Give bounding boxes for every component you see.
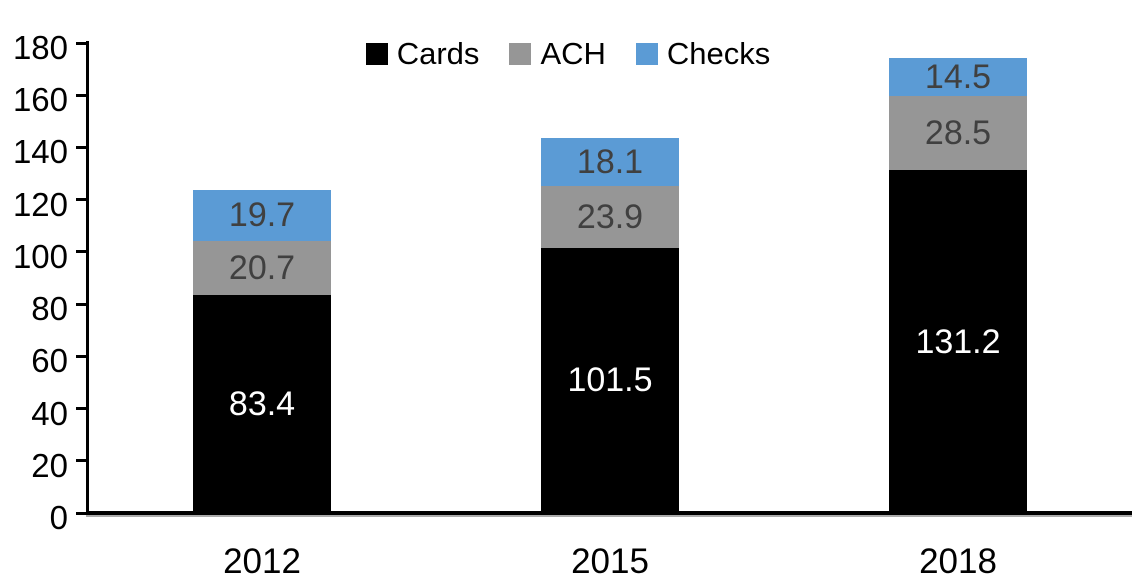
bar-value-label: 19.7 <box>228 196 296 235</box>
y-tick-label: 80 <box>31 290 68 328</box>
legend-label-checks: Checks <box>666 36 771 71</box>
bar-segment-ach-2015: 23.9 <box>541 185 679 248</box>
y-tick-label: 160 <box>12 81 68 119</box>
x-axis-shadow <box>86 515 1132 517</box>
y-tick-label: 140 <box>12 133 68 171</box>
y-tick-mark <box>76 407 88 411</box>
bar-segment-cards-2012: 83.4 <box>193 295 331 513</box>
bar-segment-cards-2018: 131.2 <box>889 170 1027 513</box>
legend-item-checks: Checks <box>635 36 771 71</box>
x-category-label: 2012 <box>223 542 301 581</box>
y-tick-label: 100 <box>12 237 68 275</box>
legend-label-ach: ACH <box>540 36 606 71</box>
x-category-label: 2015 <box>571 542 649 581</box>
bar-value-label: 18.1 <box>576 142 644 181</box>
y-tick-mark <box>76 93 88 97</box>
legend: Cards ACH Checks <box>0 38 1136 69</box>
bar-value-label: 131.2 <box>915 322 1001 361</box>
y-tick-mark <box>76 198 88 202</box>
y-tick-label: 0 <box>49 499 68 536</box>
bar-value-label: 83.4 <box>228 385 296 424</box>
x-category-label: 2018 <box>919 542 997 581</box>
legend-item-ach: ACH <box>509 36 606 71</box>
y-tick-mark <box>76 145 88 149</box>
bar-value-label: 23.9 <box>576 197 644 236</box>
y-tick-label: 20 <box>31 446 68 484</box>
legend-item-cards: Cards <box>365 36 480 71</box>
legend-swatch-cards <box>365 42 388 65</box>
bar-segment-checks-2012: 19.7 <box>193 189 331 242</box>
bar-value-label: 101.5 <box>567 361 653 400</box>
y-tick-mark <box>76 459 88 463</box>
legend-label-cards: Cards <box>396 36 480 71</box>
bar-value-label: 28.5 <box>924 114 992 153</box>
y-tick-label: 120 <box>12 185 68 223</box>
bar-segment-checks-2015: 18.1 <box>541 138 679 186</box>
y-tick-mark <box>76 250 88 254</box>
legend-swatch-checks <box>635 42 658 65</box>
bar-segment-ach-2018: 28.5 <box>889 96 1027 171</box>
y-tick-label: 180 <box>12 29 68 66</box>
bar-value-label: 20.7 <box>228 249 296 288</box>
legend-swatch-ach <box>509 42 532 65</box>
bar-segment-cards-2015: 101.5 <box>541 247 679 513</box>
y-tick-mark <box>76 511 88 515</box>
y-tick-mark <box>76 354 88 358</box>
y-tick-mark <box>76 302 88 306</box>
bar-segment-ach-2012: 20.7 <box>193 241 331 296</box>
y-axis-line <box>86 41 89 515</box>
x-axis-line <box>86 511 1132 515</box>
bar-value-label: 14.5 <box>924 58 992 97</box>
bar-segment-checks-2018: 14.5 <box>889 58 1027 96</box>
y-tick-mark <box>76 41 88 45</box>
y-tick-label: 40 <box>31 394 68 432</box>
y-tick-label: 60 <box>31 342 68 380</box>
